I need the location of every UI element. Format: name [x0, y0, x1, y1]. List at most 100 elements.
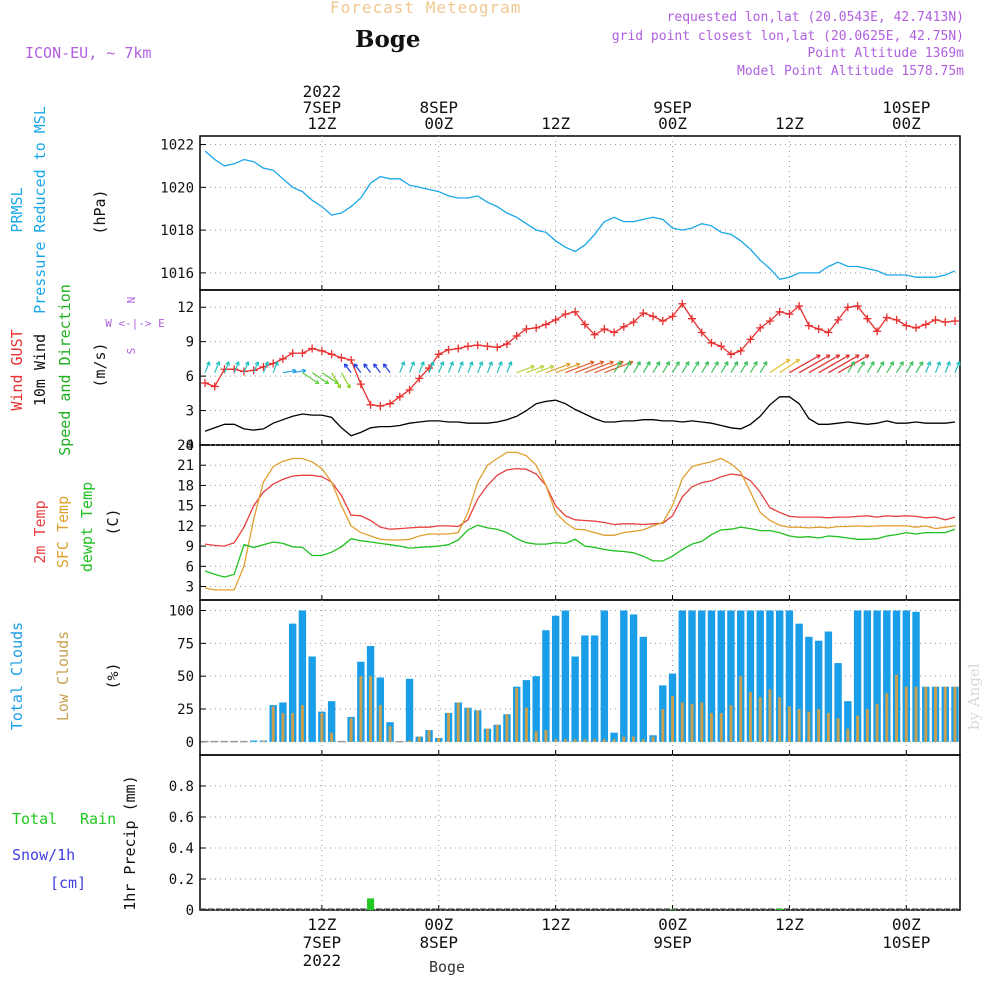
wind-arrow: [701, 361, 709, 373]
wind-arrow-head: [488, 361, 493, 366]
label-snow-unit: [cm]: [50, 874, 86, 892]
top-time-label: 00Z: [424, 114, 453, 133]
y-tick-label: 12: [177, 519, 194, 535]
total-cloud-bar: [551, 615, 560, 742]
gust-marker: [902, 321, 911, 330]
wind-arrow: [789, 354, 821, 374]
wind-arrow: [828, 354, 860, 374]
series-sfc-temp: [204, 451, 956, 591]
low-cloud-bar: [797, 709, 801, 742]
wind-arrow: [710, 361, 719, 373]
total-cloud-bar: [853, 610, 862, 742]
wind-arrow-head: [264, 361, 269, 366]
gust-marker: [756, 323, 765, 332]
gust-marker: [395, 392, 404, 401]
wind-arrow-head: [694, 361, 700, 366]
wind-arrow-head: [936, 361, 941, 366]
wind-arrow: [565, 361, 595, 374]
wind-arrow: [204, 361, 210, 373]
label-total: Total: [12, 810, 57, 828]
wind-arrow: [642, 361, 651, 373]
y-tick-label: 0.4: [169, 841, 194, 857]
top-time-label: 12Z: [541, 114, 570, 133]
wind-arrow: [633, 361, 641, 373]
wind-arrow: [331, 372, 341, 389]
wind-arrow: [662, 361, 670, 373]
bottom-time-label: 7SEP: [303, 933, 342, 952]
wind-arrow-head: [468, 361, 474, 366]
wind-arrow: [613, 361, 622, 373]
total-cloud-bar: [912, 611, 920, 742]
wind-arrow-head: [616, 361, 622, 366]
wind-arrow: [535, 365, 554, 374]
gust-marker: [337, 353, 346, 362]
panel-clouds: 0 25 50 75 100: [169, 599, 961, 756]
y-tick-label: 0.8: [169, 779, 194, 795]
low-cloud-bar: [710, 712, 713, 742]
total-cloud-bar: [581, 635, 589, 742]
top-time-label: 10SEP: [882, 98, 930, 117]
wind-arrow: [516, 365, 535, 374]
wind-arrow-head: [899, 361, 904, 366]
wind-arrow-head: [889, 361, 895, 366]
low-cloud-bar: [826, 712, 830, 742]
low-cloud-bar: [622, 736, 626, 742]
wind-arrow-head: [795, 358, 801, 364]
low-cloud-bar: [836, 718, 840, 742]
wind-arrow: [857, 361, 865, 373]
low-cloud-bar: [885, 693, 889, 742]
wind-arrow-head: [507, 361, 513, 366]
gust-marker: [843, 303, 852, 312]
wind-arrow-head: [743, 361, 748, 366]
wind-arrow: [243, 361, 249, 373]
total-cloud-bar: [698, 610, 706, 742]
label-temp-unit: (C): [104, 508, 122, 535]
wind-arrow-head: [353, 363, 359, 368]
gust-marker: [405, 385, 414, 394]
low-cloud-bar: [271, 706, 275, 742]
y-tick-label: 24: [177, 438, 194, 454]
gust-marker: [347, 356, 356, 365]
gust-marker: [882, 313, 891, 322]
low-cloud-bar: [593, 739, 597, 742]
wind-arrow: [526, 365, 545, 374]
low-cloud-bar: [602, 739, 606, 742]
gust-marker: [668, 312, 677, 321]
y-tick-label: 100: [169, 604, 194, 620]
bottom-time-label: 12Z: [775, 915, 804, 934]
low-cloud-bar: [680, 702, 684, 742]
wind-arrow-head: [429, 361, 435, 366]
low-cloud-bar: [651, 736, 655, 742]
low-cloud-bar: [875, 703, 879, 742]
gust-marker: [210, 382, 219, 391]
series-wind-gust: [204, 302, 956, 407]
y-tick-label: 0.6: [169, 810, 194, 826]
wind-arrow-head: [825, 354, 831, 359]
total-cloud-bar: [571, 656, 579, 742]
total-cloud-bar: [201, 740, 209, 743]
low-cloud-bar: [846, 728, 850, 742]
gust-marker: [425, 364, 434, 373]
gust-marker: [765, 317, 774, 325]
gust-marker: [493, 343, 502, 352]
total-cloud-bar: [707, 610, 716, 742]
gust-marker: [678, 299, 687, 308]
y-tick-label: 75: [177, 636, 194, 652]
wind-arrow: [555, 363, 581, 374]
wind-arrow: [886, 361, 894, 373]
total-cloud-bar: [814, 640, 823, 742]
total-cloud-bar: [834, 663, 842, 742]
total-cloud-bar: [824, 631, 833, 742]
wind-arrow: [769, 358, 791, 374]
wind-arrow: [847, 361, 855, 373]
low-cloud-bar: [661, 709, 665, 742]
y-tick-label: 0: [186, 735, 194, 751]
gust-marker: [873, 327, 882, 336]
low-cloud-bar: [904, 686, 908, 742]
low-cloud-bar: [456, 702, 460, 742]
low-cloud-bar: [554, 739, 558, 742]
y-tick-label: 21: [177, 458, 194, 474]
low-cloud-bar: [924, 686, 928, 742]
series-prmsl: [204, 150, 956, 281]
top-time-label: 12Z: [307, 114, 336, 133]
